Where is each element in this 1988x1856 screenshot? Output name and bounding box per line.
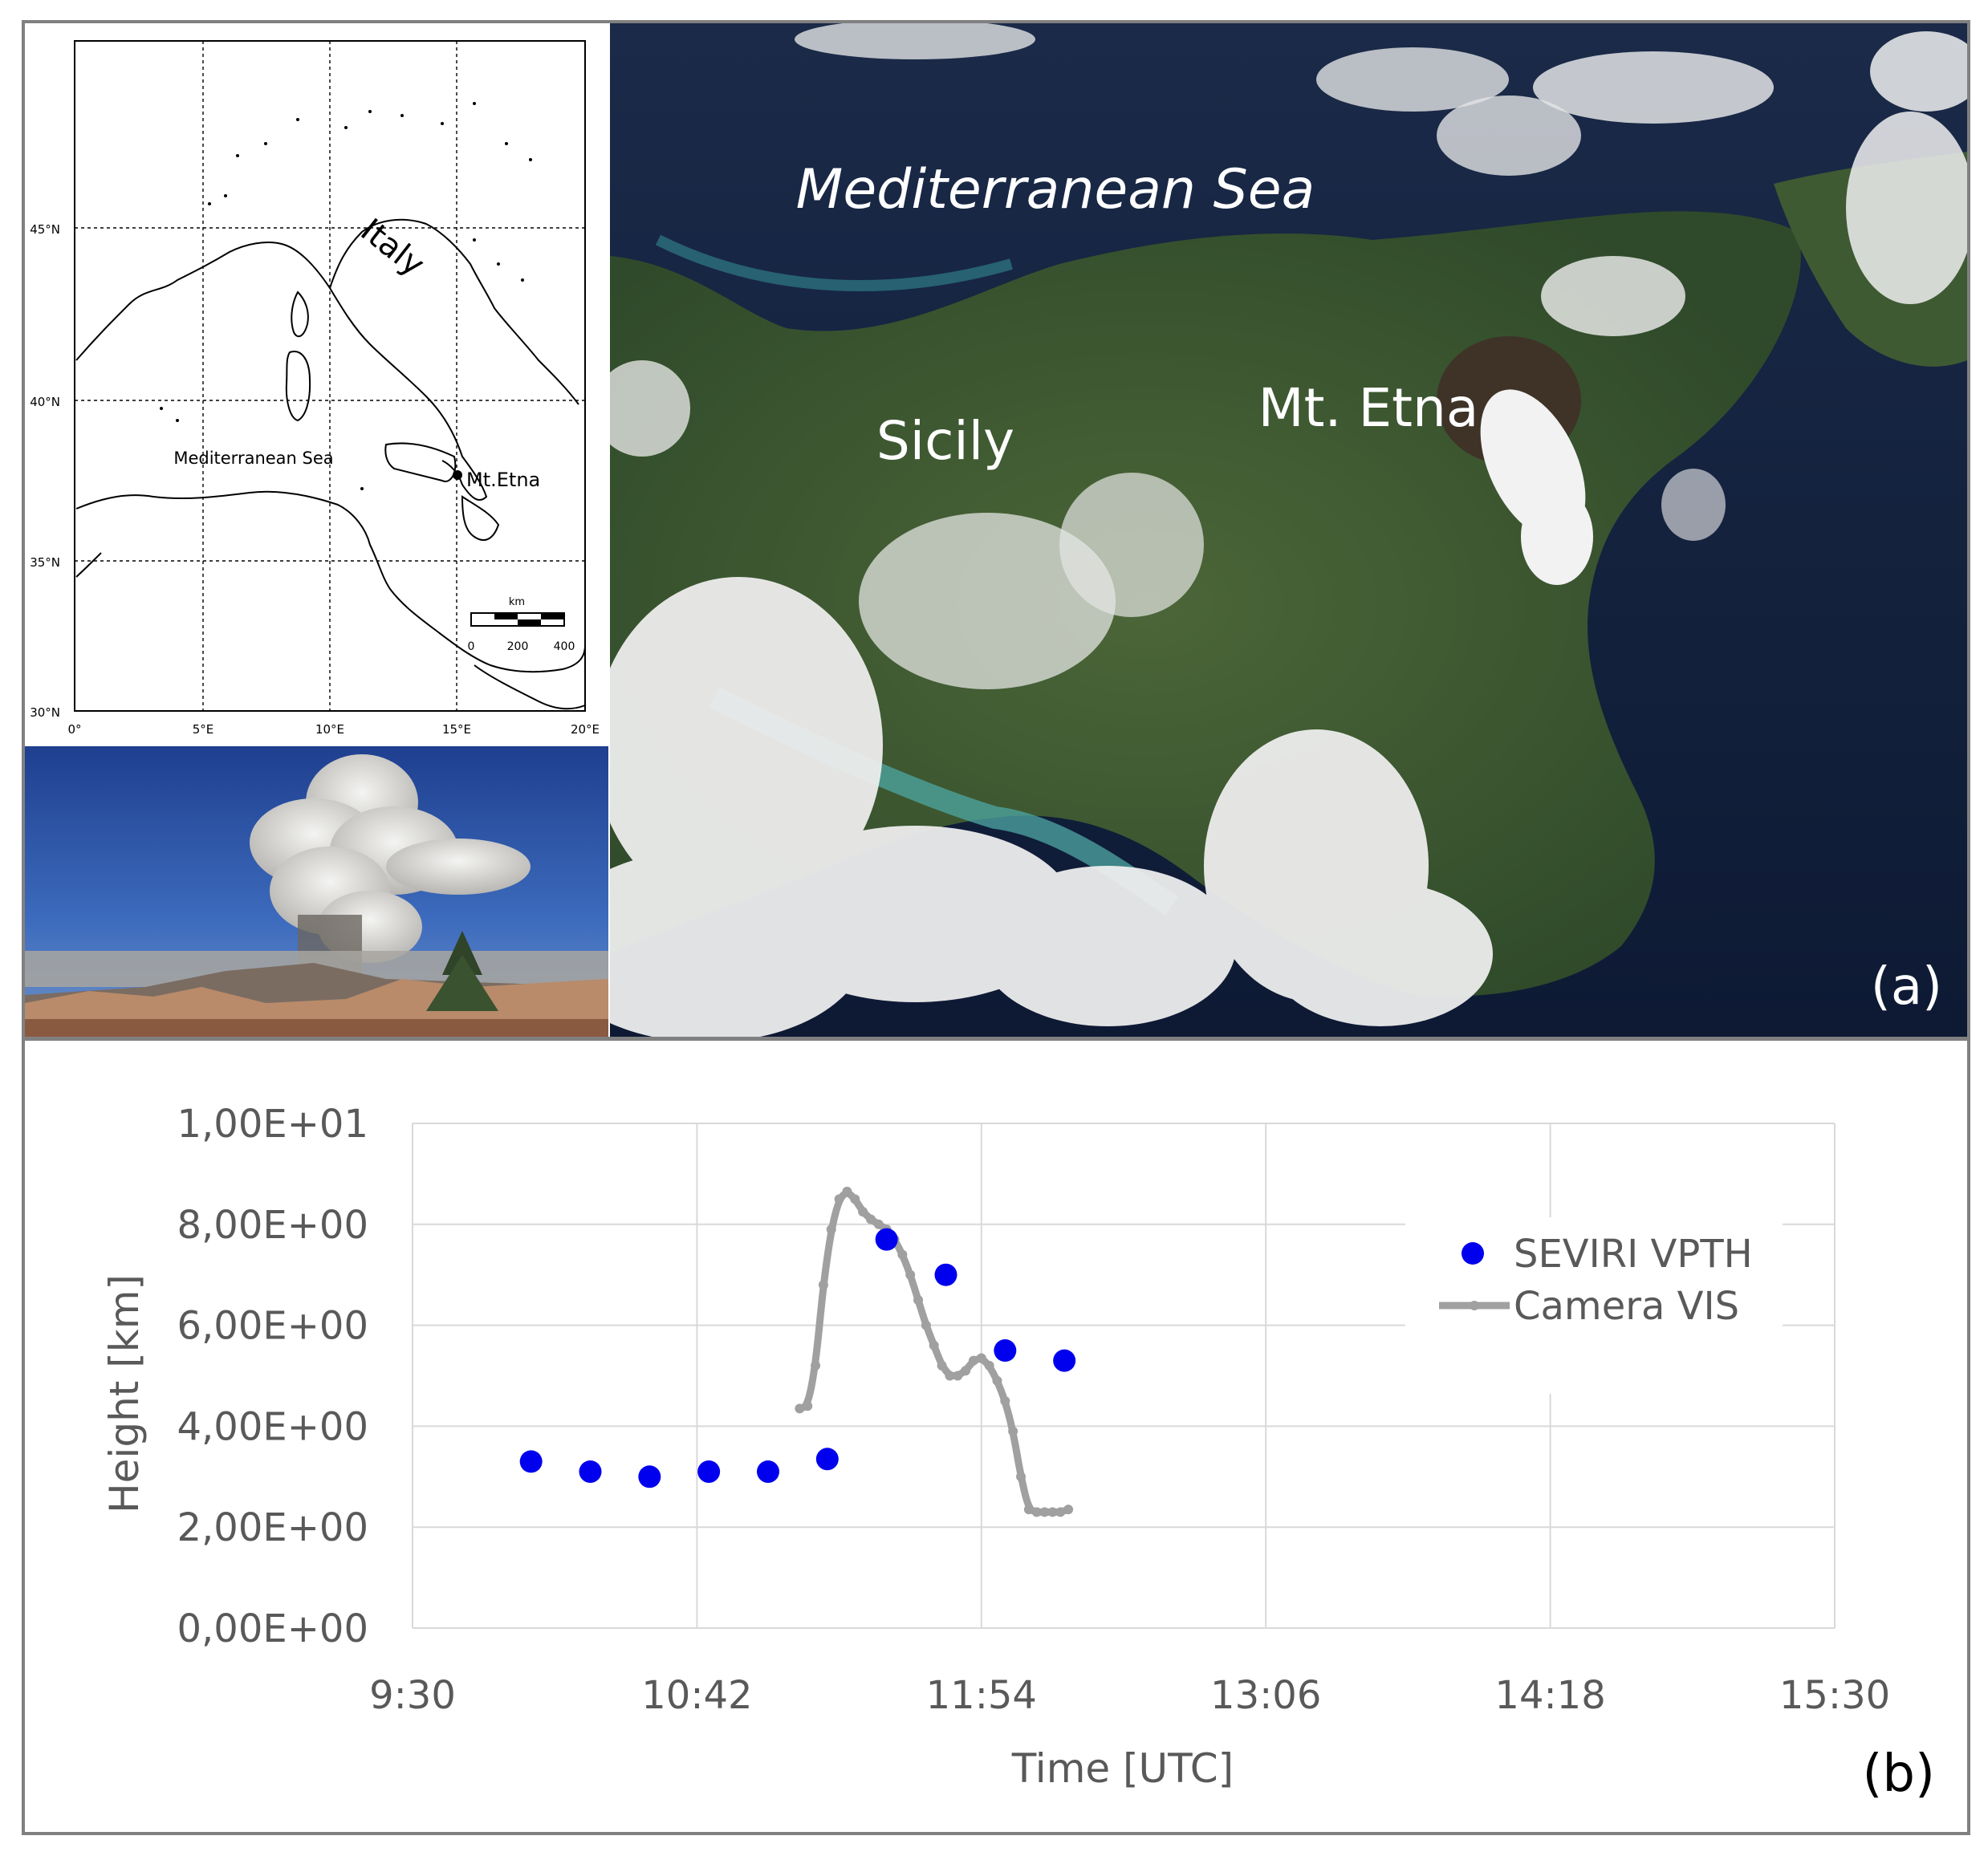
camera-vis-line [795, 1189, 1072, 1516]
satellite-image: Mediterranean Sea Sicily Mt. Etna (a) [610, 23, 1967, 1037]
lon-label: 5°E [193, 722, 214, 737]
scale-tick: 400 [554, 640, 575, 653]
camera-vis-point [968, 1355, 978, 1366]
camera-vis-point [1023, 1505, 1034, 1515]
map-sea-label: Mediterranean Sea [173, 449, 333, 468]
seviri-vpth-point [579, 1460, 602, 1484]
lon-label: 0° [67, 722, 81, 737]
camera-vis-point [897, 1249, 908, 1260]
camera-vis-point [818, 1280, 828, 1290]
camera-vis-point [842, 1186, 852, 1196]
small-islands [160, 102, 532, 490]
camera-vis-point [1047, 1507, 1058, 1517]
camera-vis-point [921, 1320, 931, 1330]
y-axis-label: Height [km] [101, 1274, 148, 1513]
legend-label-seviri: SEVIRI VPTH [1514, 1232, 1753, 1277]
camera-vis-point [865, 1214, 876, 1224]
seviri-vpth-point [994, 1339, 1017, 1363]
lat-label: 35°N [30, 555, 60, 570]
panel-b-frame [22, 1038, 1970, 1835]
camera-vis-point [1063, 1505, 1074, 1515]
satellite-sea-label: Mediterranean Sea [796, 158, 1315, 221]
panel-label-b: (b) [1862, 1744, 1935, 1804]
camera-vis-point [945, 1371, 955, 1381]
seviri-vpth-point [757, 1460, 779, 1484]
scale-unit: km [509, 596, 525, 608]
x-axis-label: Time [UTC] [1011, 1745, 1234, 1792]
chart-legend: SEVIRI VPTH Camera VIS [1405, 1217, 1783, 1394]
y-tick-label: 6,00E+00 [177, 1304, 369, 1349]
x-tick-label: 11:54 [926, 1673, 1037, 1718]
camera-vis-point [850, 1194, 860, 1204]
lat-label: 45°N [30, 222, 60, 237]
camera-vis-point [905, 1269, 916, 1280]
camera-vis-point [1016, 1472, 1027, 1482]
x-tick-label: 15:30 [1779, 1673, 1890, 1718]
lat-label: 30°N [30, 705, 60, 720]
camera-vis-point [811, 1360, 821, 1371]
lon-label: 10°E [315, 722, 344, 737]
camera-vis-point [976, 1353, 986, 1363]
camera-vis-point [858, 1207, 868, 1217]
seviri-vpth-point [1053, 1349, 1076, 1372]
scale-bar: km 0 200 400 [468, 596, 575, 653]
camera-vis-point [803, 1401, 813, 1411]
seviri-vpth-series [519, 1228, 1076, 1488]
map-volcano-label: Mt.Etna [466, 469, 540, 491]
seviri-vpth-point [934, 1263, 957, 1286]
lat-label: 40°N [30, 395, 60, 409]
lon-label: 15°E [442, 722, 471, 737]
camera-vis-point [1008, 1426, 1018, 1436]
camera-vis-point [1055, 1507, 1066, 1517]
camera-vis-point [913, 1295, 924, 1306]
camera-vis-point [1000, 1395, 1010, 1406]
scale-tick: 200 [507, 640, 529, 653]
lon-label: 20°E [571, 722, 600, 737]
seviri-vpth-point [519, 1450, 543, 1473]
map-graticule [75, 41, 585, 711]
y-tick-label: 4,00E+00 [177, 1404, 369, 1449]
y-tick-labels: 0,00E+00 2,00E+00 4,00E+00 6,00E+00 8,00E+00… [177, 1102, 369, 1651]
y-tick-label: 1,00E+01 [177, 1102, 369, 1147]
camera-vis-point [953, 1371, 963, 1381]
camera-vis-point [795, 1403, 805, 1414]
seviri-vpth-point [697, 1460, 721, 1484]
y-tick-label: 2,00E+00 [177, 1505, 369, 1550]
legend-marker-camera [1470, 1301, 1479, 1310]
camera-vis-point [1039, 1507, 1050, 1517]
x-tick-label: 13:06 [1210, 1673, 1321, 1718]
coastlines [75, 218, 586, 710]
camera-vis-point [873, 1219, 884, 1229]
seviri-vpth-point [638, 1465, 661, 1488]
etna-marker-icon [453, 470, 462, 480]
legend-label-camera: Camera VIS [1514, 1284, 1739, 1329]
y-tick-label: 0,00E+00 [177, 1606, 369, 1651]
y-tick-label: 8,00E+00 [177, 1203, 369, 1248]
camera-vis-point [937, 1360, 947, 1371]
scale-tick: 0 [468, 640, 475, 653]
island-label: Sicily [876, 410, 1014, 472]
camera-vis-point [984, 1360, 994, 1371]
legend-marker-seviri [1462, 1242, 1484, 1265]
satellite-volcano-label: Mt. Etna [1258, 377, 1479, 439]
chart-grid [412, 1123, 1836, 1629]
seviri-vpth-point [875, 1228, 898, 1251]
camera-vis-point [1031, 1507, 1042, 1517]
eruption-photo [25, 746, 608, 1037]
camera-vis-point [834, 1194, 844, 1204]
inset-map: 45°N 40°N 35°N 30°N 0° 5°E 10°E 15°E 20°… [25, 23, 608, 744]
panel-label-a: (a) [1871, 957, 1942, 1017]
x-tick-label: 9:30 [369, 1673, 456, 1718]
seviri-vpth-point [815, 1448, 839, 1471]
camera-vis-point [992, 1375, 1002, 1386]
camera-vis-point [826, 1224, 836, 1235]
camera-vis-point [961, 1366, 971, 1376]
x-tick-labels: 9:30 10:42 11:54 13:06 14:18 15:30 [369, 1673, 1890, 1718]
camera-vis-series [795, 1186, 1074, 1517]
height-chart: 0,00E+00 2,00E+00 4,00E+00 6,00E+00 8,00E+00… [101, 1102, 1935, 1804]
camera-vis-point [929, 1340, 939, 1350]
x-tick-label: 10:42 [641, 1673, 752, 1718]
x-tick-label: 14:18 [1494, 1673, 1605, 1718]
